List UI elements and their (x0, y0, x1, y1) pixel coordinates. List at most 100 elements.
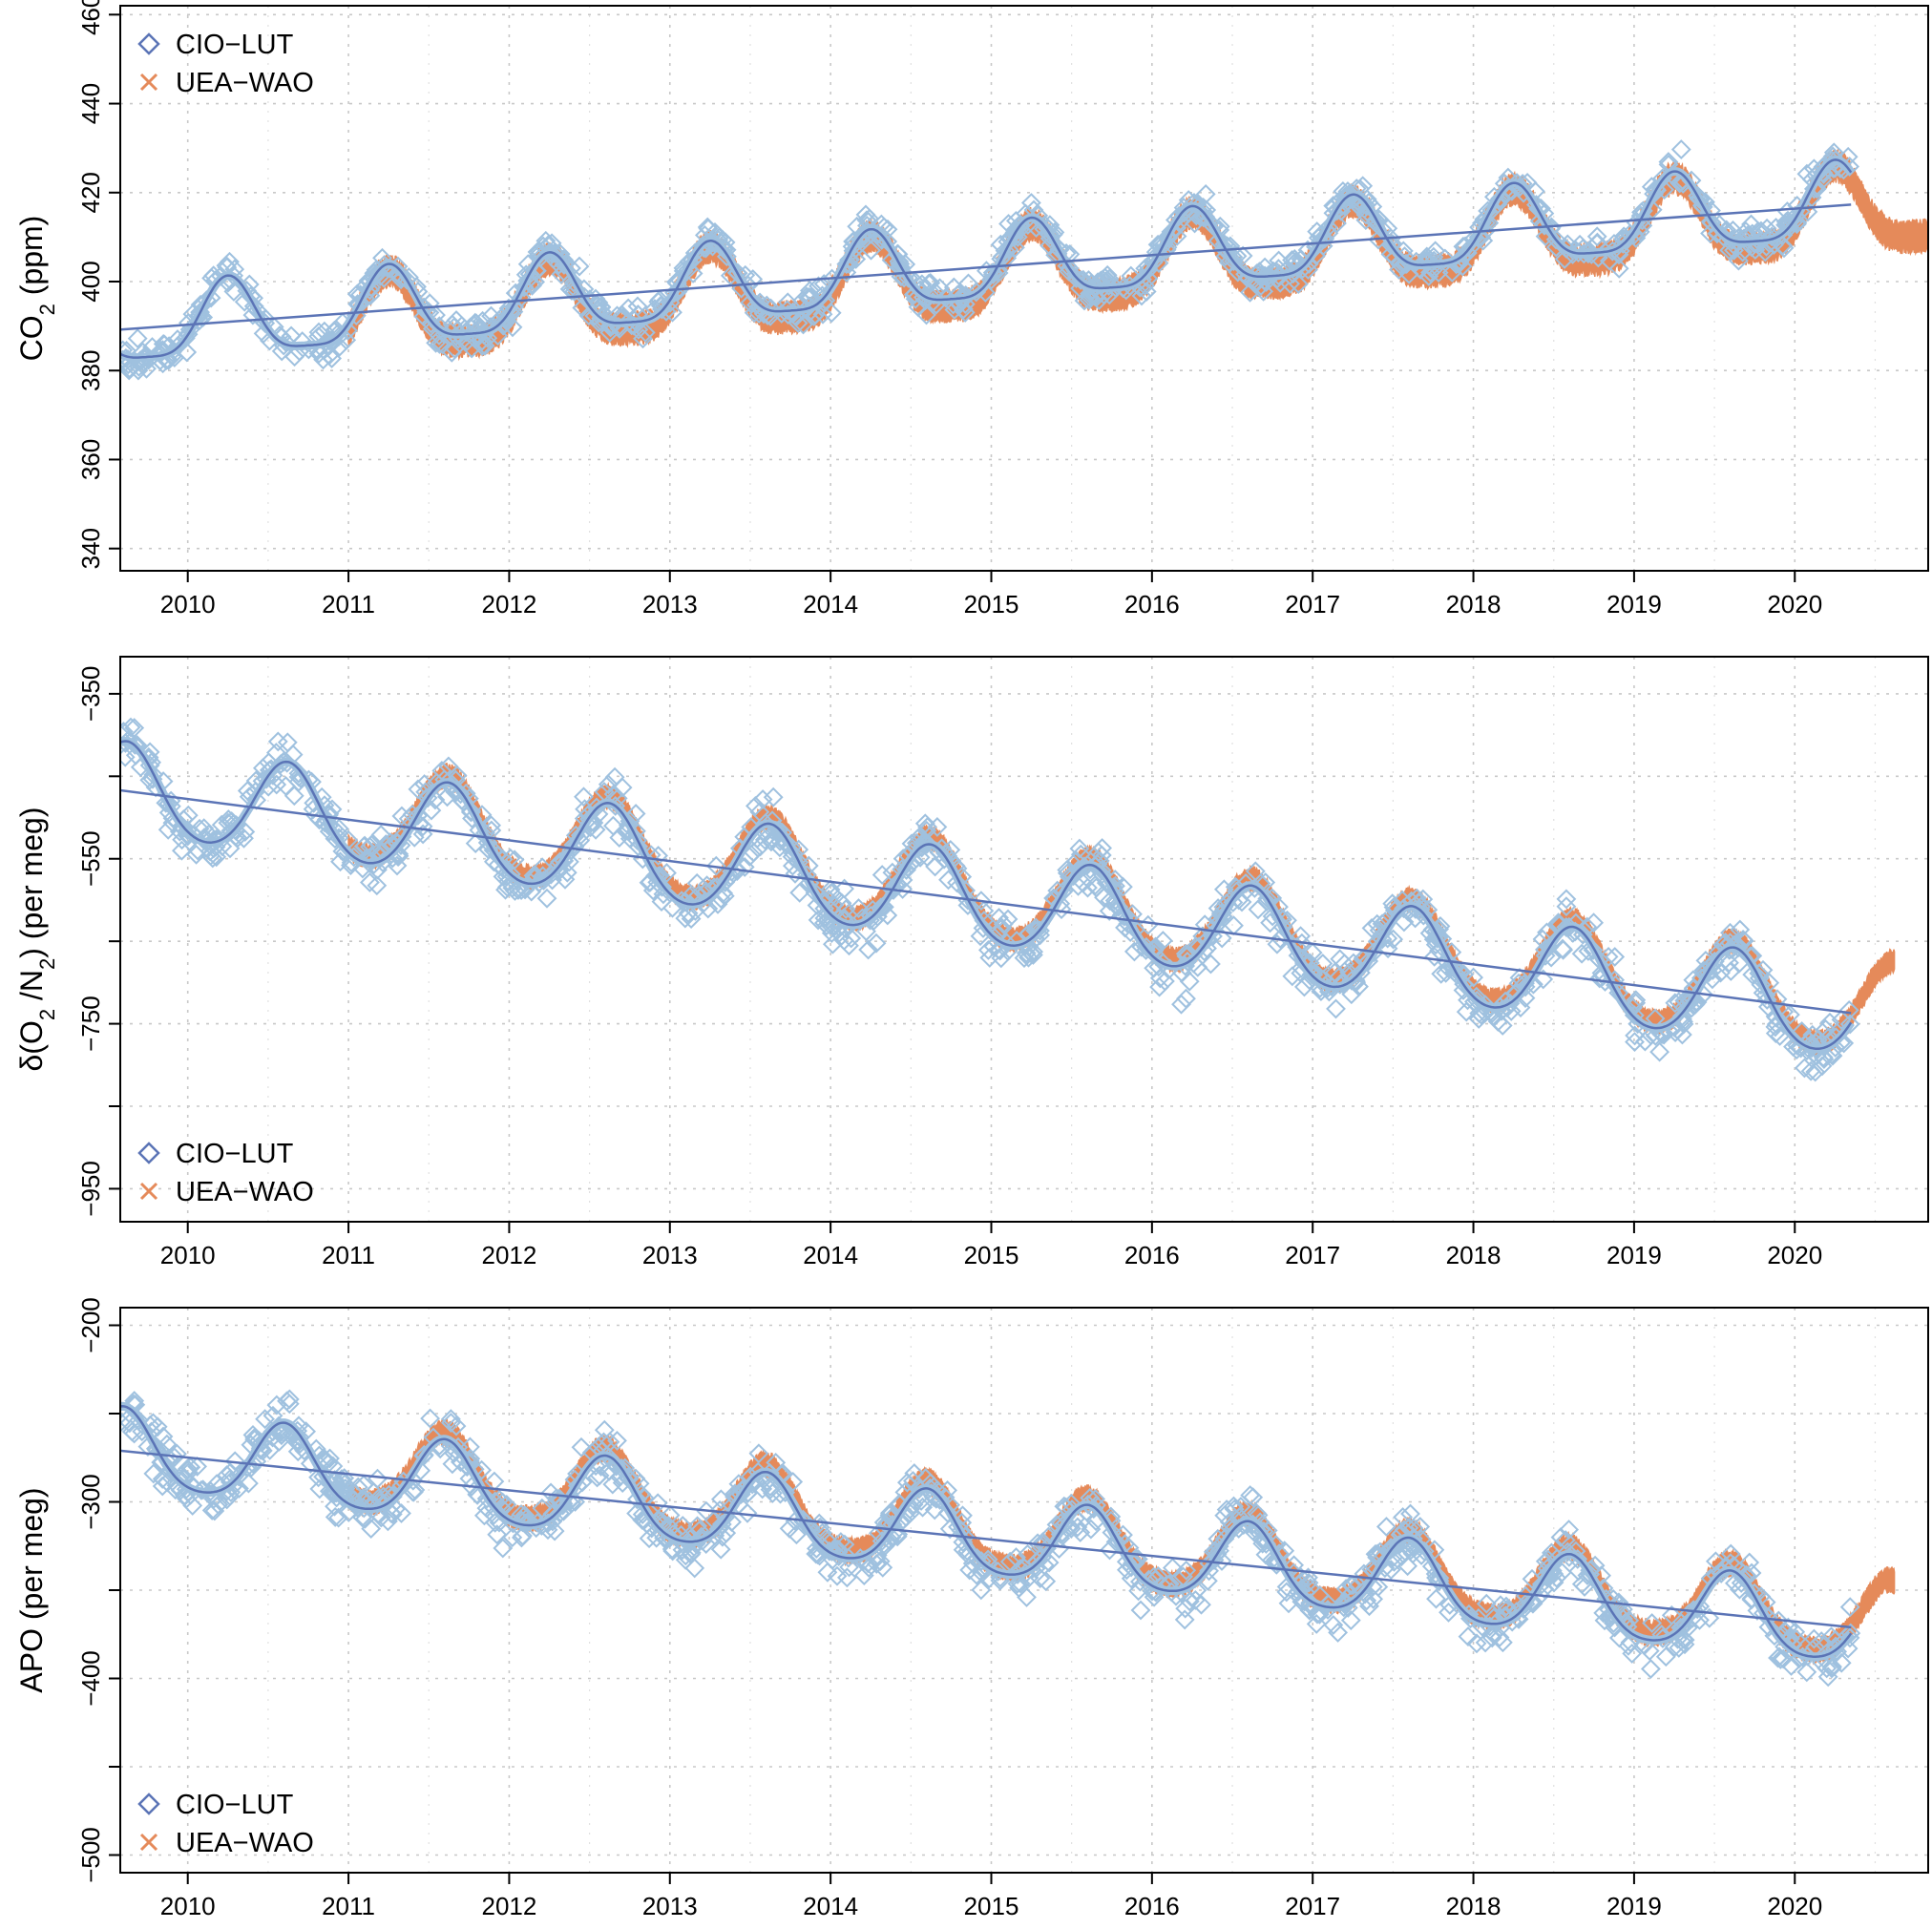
apo-cio-lut-point (1290, 1566, 1311, 1587)
apo-cio-lut-point (502, 1527, 523, 1548)
apo-cio-lut-point (1393, 1507, 1414, 1527)
apo-legend-cross-icon (139, 1833, 158, 1852)
apo-cio-lut-point (1770, 1648, 1791, 1669)
co2-plot-frame (119, 5, 1929, 572)
co2-y-tick-label: 440 (76, 83, 105, 124)
o2n2-cio-lut-point (387, 855, 408, 876)
o2n2-cio-lut-point (749, 802, 770, 823)
apo-cio-lut-point (786, 1524, 807, 1545)
apo-cio-lut-point (853, 1565, 874, 1586)
o2n2-cio-lut-point (1367, 913, 1388, 934)
o2n2-x-axis: 2010 2011 2012 2013 2014 2015 2016 2017 2018 2019… (160, 1222, 1822, 1269)
o2n2-y-axis: −350 −550 −750 −950 (76, 666, 120, 1217)
o2n2-cio-lut-point (158, 819, 178, 840)
apo-cio-lut-point (1796, 1662, 1817, 1683)
o2n2-cio-lut-points (120, 717, 1860, 1082)
apo-cio-lut-point (177, 1458, 198, 1479)
apo-cio-lut-point (904, 1463, 925, 1483)
co2-y-tick-label: 360 (76, 439, 105, 480)
apo-cio-lut-point (1340, 1575, 1361, 1596)
o2n2-cio-lut-fit-line (120, 740, 1853, 1050)
apo-legend: CIO−LUT UEA−WAO (137, 1790, 314, 1858)
o2n2-y-tick-label: −750 (76, 996, 105, 1052)
o2n2-cio-lut-point (370, 825, 391, 845)
apo-cio-lut-point (1070, 1522, 1091, 1542)
o2n2-cio-lut-point (1154, 971, 1175, 992)
co2-cio-lut-fit (120, 155, 1855, 363)
co2-cio-lut-point (678, 259, 699, 280)
apo-cio-lut-point (775, 1482, 796, 1503)
apo-cio-lut-point (347, 1477, 368, 1498)
o2n2-x-tick-label: 2015 (964, 1241, 1019, 1269)
o2n2-cio-lut-point (234, 828, 254, 849)
o2n2-cio-lut-point (829, 922, 850, 943)
co2-x-tick-label: 2017 (1285, 590, 1340, 619)
co2-y-tick-label: 460 (76, 0, 105, 35)
o2n2-cio-lut-point (1200, 954, 1221, 975)
apo-x-tick-label: 2014 (803, 1892, 858, 1920)
o2n2-cio-lut-point (1532, 929, 1553, 950)
apo-cio-lut-point (1669, 1637, 1690, 1658)
co2-cio-lut-point (1362, 207, 1383, 228)
co2-legend: CIO−LUT UEA−WAO (137, 30, 314, 98)
o2n2-cio-lut-point (1084, 874, 1105, 895)
o2n2-cio-lut-point (866, 933, 887, 954)
apo-cio-lut-point (476, 1488, 497, 1509)
co2-x-tick-label: 2018 (1446, 590, 1502, 619)
apo-cio-lut-point (602, 1474, 623, 1495)
co2-x-tick-label: 2011 (322, 590, 375, 619)
co2-cio-lut-point (918, 273, 939, 294)
o2n2-cio-lut-point (187, 840, 208, 861)
o2n2-cio-lut-point (1556, 896, 1577, 917)
apo-cio-lut-point (325, 1496, 345, 1517)
co2-cio-lut-point (472, 336, 493, 357)
co2-cio-lut-point (1608, 258, 1629, 279)
apo-cio-lut-point (1376, 1517, 1396, 1537)
apo-cio-lut-point (1105, 1531, 1126, 1552)
o2n2-cio-lut-point (1552, 938, 1573, 959)
apo-cio-lut-point (322, 1481, 343, 1501)
apo-cio-lut-point (1822, 1656, 1842, 1677)
co2-cio-lut-point (1161, 221, 1182, 242)
apo-cio-lut-point (266, 1394, 287, 1415)
co2-x-tick-label: 2013 (642, 590, 698, 619)
o2n2-cio-lut-point (927, 816, 948, 837)
co2-cio-lut-point (1719, 240, 1740, 261)
o2n2-cio-lut-point (1571, 943, 1592, 964)
apo-y-tick-label: −200 (76, 1297, 105, 1353)
apo-cio-lut-point (1655, 1646, 1676, 1667)
o2n2-cio-lut-point (1487, 1011, 1508, 1032)
apo-cio-lut-point (1224, 1496, 1244, 1517)
co2-cio-lut-point (955, 302, 976, 323)
co2-x-tick-label: 2016 (1124, 590, 1180, 619)
co2-cio-lut-point (1428, 262, 1449, 283)
apo-cio-lut-point (567, 1476, 588, 1497)
o2n2-cio-lut-point (1149, 976, 1170, 997)
co2-cio-lut-point (793, 314, 813, 335)
o2n2-cio-lut-point (1645, 1025, 1666, 1046)
apo-panel: 2010 2011 2012 2013 2014 2015 2016 2017 2018 2019… (14, 1297, 1929, 1920)
apo-cio-lut-point (589, 1465, 610, 1486)
o2n2-cio-lut-point (808, 910, 829, 931)
apo-cio-lut-point (260, 1439, 281, 1460)
co2-cio-lut-point (1184, 192, 1205, 213)
o2n2-cio-lut-point (1625, 1025, 1646, 1046)
o2n2-cio-lut-point (1802, 1024, 1823, 1045)
apo-cio-lut-point (1224, 1499, 1245, 1520)
o2n2-cio-lut-point (1078, 877, 1098, 898)
apo-cio-lut-point (639, 1528, 660, 1549)
o2n2-cio-lut-point (171, 840, 192, 861)
o2n2-x-tick-label: 2012 (481, 1241, 536, 1269)
o2n2-cio-lut-point (1023, 941, 1044, 962)
o2n2-cio-lut-point (1649, 1041, 1670, 1062)
apo-cio-lut-point (391, 1503, 411, 1523)
o2n2-cio-lut-point (849, 898, 869, 919)
co2-y-axis: 340 360 380 400 420 440 460 (76, 0, 120, 569)
co2-cio-lut-point (128, 360, 149, 381)
o2n2-cio-lut-point (957, 890, 978, 911)
apo-cio-lut-point (594, 1432, 614, 1453)
o2n2-cio-lut-point (1334, 954, 1355, 975)
o2n2-cio-lut-point (1235, 872, 1256, 893)
o2n2-cio-lut-point (1492, 1016, 1513, 1036)
apo-cio-lut-point (517, 1512, 538, 1533)
